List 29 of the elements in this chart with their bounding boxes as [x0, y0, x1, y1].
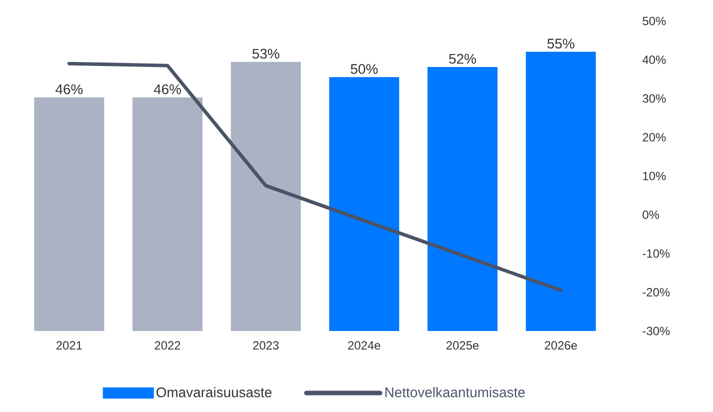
y2-tick-label: -10%	[642, 249, 670, 258]
bar	[34, 97, 104, 331]
y2-tick-label: -30%	[642, 326, 670, 336]
data-label: 55%	[547, 38, 574, 49]
bar	[428, 66, 498, 331]
x-tick-label: 2026e	[544, 341, 577, 350]
bar	[230, 62, 301, 331]
y2-tick-label: 30%	[642, 94, 666, 103]
x-tick-label: 2025e	[446, 341, 479, 350]
y2-tick-label: 20%	[642, 133, 666, 142]
y2-tick-label: -20%	[642, 288, 670, 296]
data-label: 46%	[154, 84, 181, 94]
text: Nettovelkaantumisaste	[385, 387, 525, 398]
x-tick-label: 2021	[56, 341, 82, 350]
y2-tick-label: 10%	[643, 172, 666, 180]
data-label: 46%	[56, 84, 83, 94]
bar	[526, 52, 596, 331]
data-label: 53%	[252, 48, 280, 59]
x-tick-label: 2022	[154, 341, 180, 350]
legend-label: Omavaraisuusaste	[156, 387, 272, 398]
bar	[132, 97, 203, 331]
x-tick-label: 2023	[253, 341, 279, 350]
y2-tick-label: 40%	[642, 56, 666, 64]
data-label: 50%	[350, 64, 378, 74]
data-label: 52%	[449, 54, 476, 64]
x-tick-label: 2024e	[348, 341, 380, 350]
y2-tick-label: 50%	[642, 16, 666, 26]
bar	[329, 77, 400, 331]
y2-tick-label: 0%	[642, 210, 660, 219]
